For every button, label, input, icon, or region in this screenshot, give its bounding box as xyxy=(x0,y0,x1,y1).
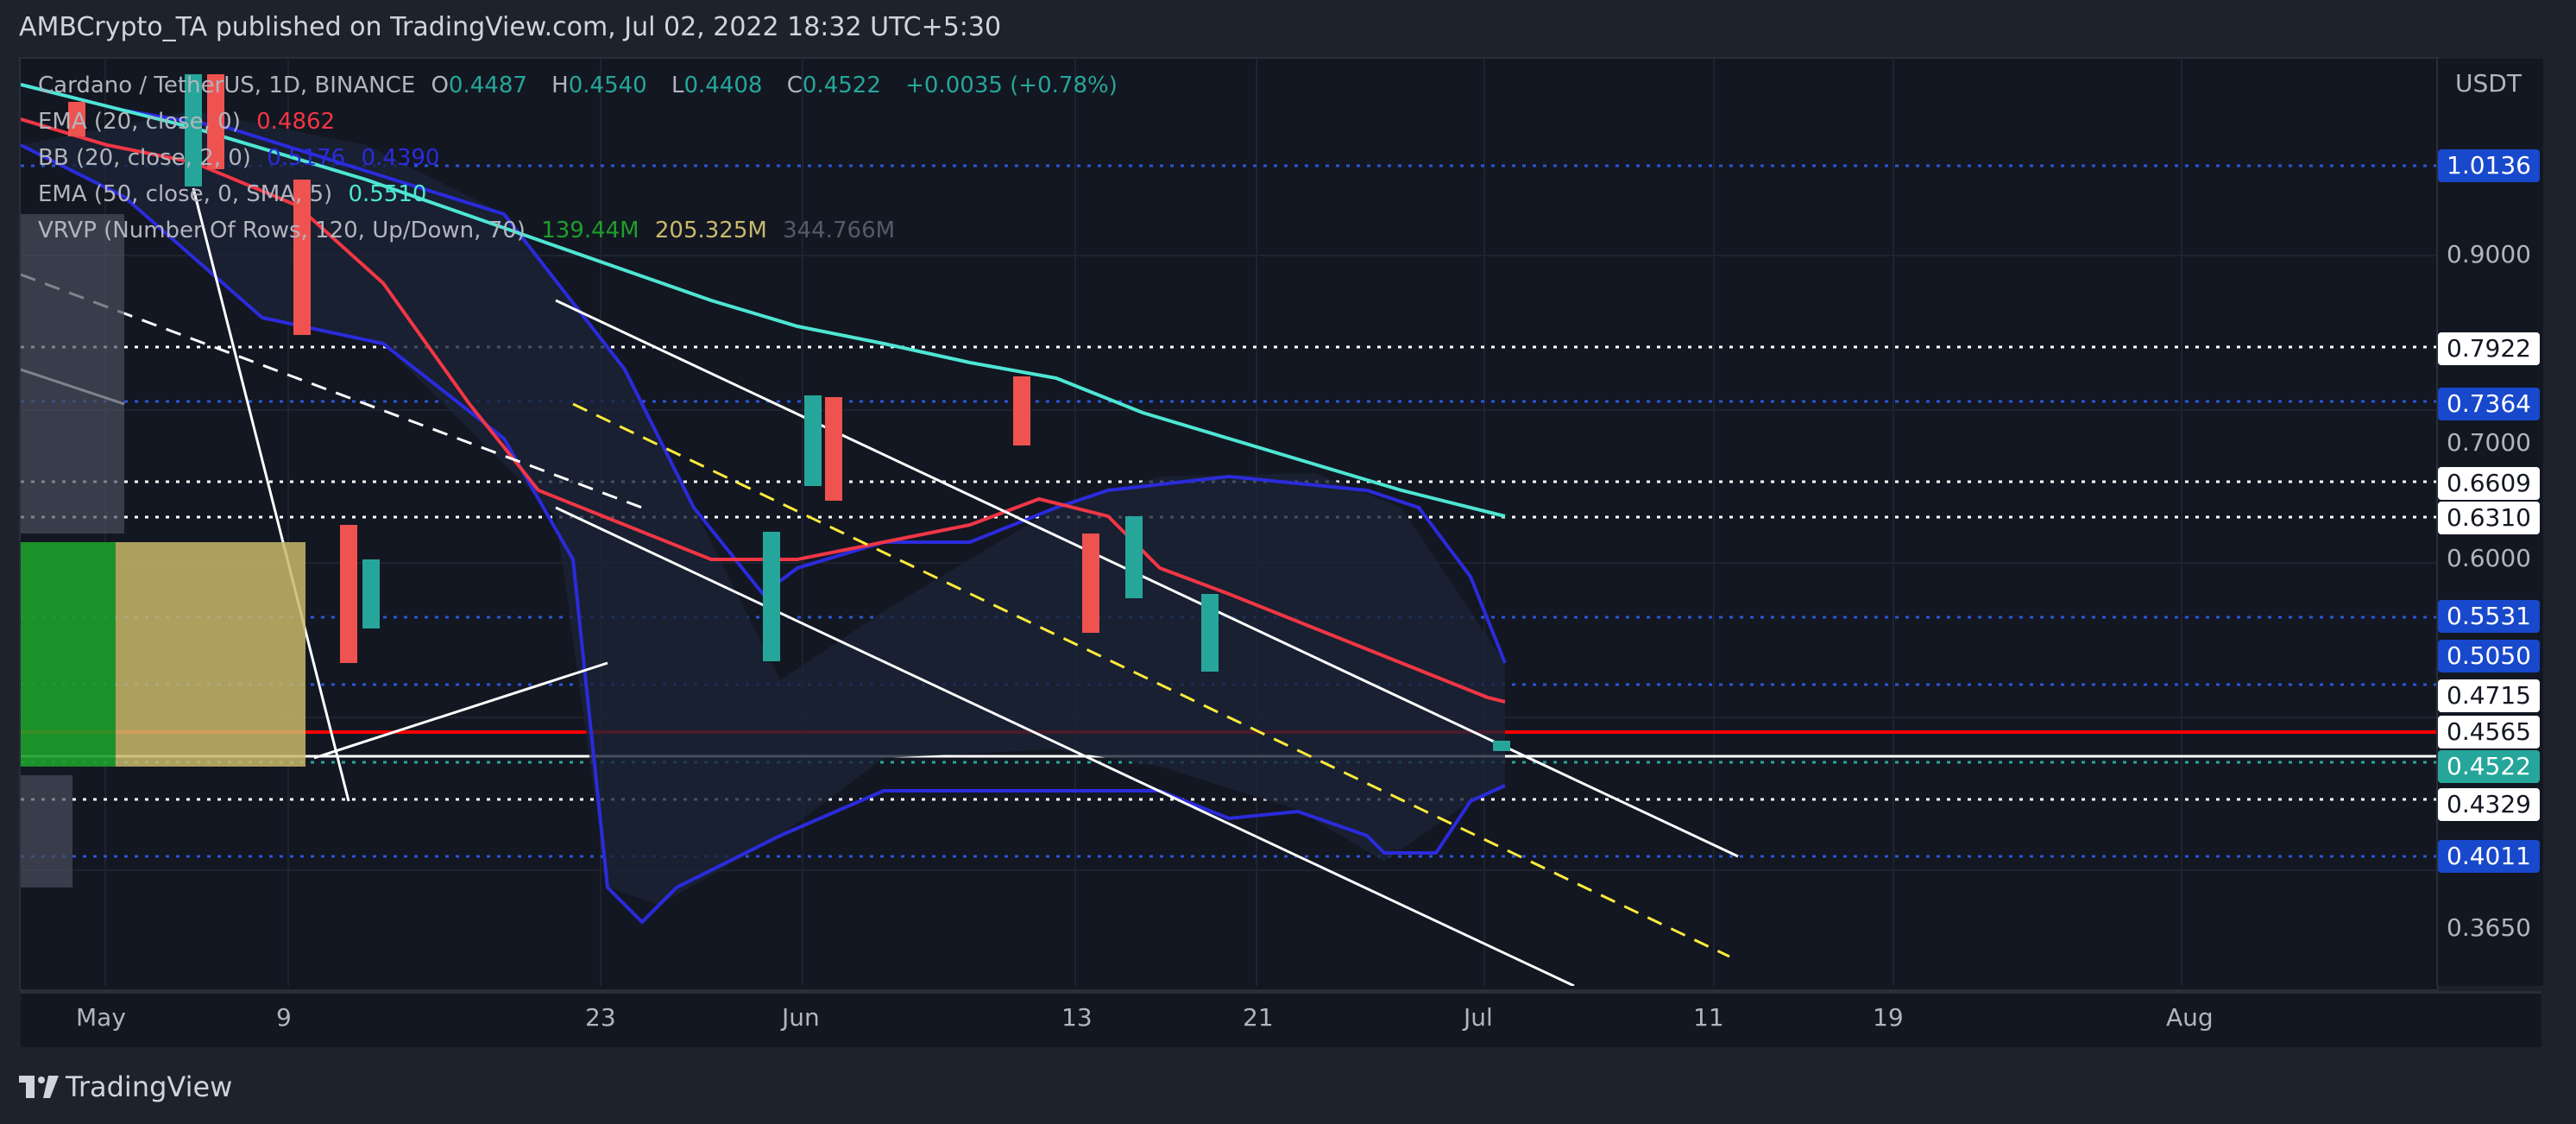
tradingview-logo[interactable]: TradingView xyxy=(19,1070,232,1103)
vrvp-total-value: 344.766M xyxy=(783,218,896,243)
price-tick: 0.6000 xyxy=(2447,544,2531,572)
tradingview-logo-icon xyxy=(19,1076,59,1098)
price-label: 0.6310 xyxy=(2438,502,2540,534)
low-label: L xyxy=(671,73,684,98)
logo-text: TradingView xyxy=(66,1070,233,1103)
low-value: 0.4408 xyxy=(683,73,763,98)
ema20-label: EMA (20, close, 0) xyxy=(38,109,241,135)
vrvp-down-value: 205.325M xyxy=(654,218,767,243)
time-label: Jul xyxy=(1464,1003,1493,1032)
ema50-value: 0.5510 xyxy=(348,181,427,207)
time-label: 9 xyxy=(276,1003,292,1032)
ema50-label: EMA (50, close, 0, SMA, 5) xyxy=(38,181,333,207)
price-label: 0.7364 xyxy=(2438,388,2540,420)
time-label: 21 xyxy=(1243,1003,1274,1032)
publish-header: AMBCrypto_TA published on TradingView.co… xyxy=(19,12,1002,42)
legend-vrvp-row[interactable]: VRVP (Number Of Rows, 120, Up/Down, 70) … xyxy=(38,218,904,243)
vrvp-label: VRVP (Number Of Rows, 120, Up/Down, 70) xyxy=(38,218,526,243)
change-value: +0.0035 (+0.78%) xyxy=(905,73,1118,98)
open-label: O xyxy=(431,73,449,98)
price-tick: 0.7000 xyxy=(2447,428,2531,457)
time-label: Jun xyxy=(782,1003,820,1032)
vrvp-up-value: 139.44M xyxy=(541,218,639,243)
price-label: 0.4011 xyxy=(2438,840,2540,873)
bb-upper-value: 0.5176 xyxy=(267,145,346,171)
time-axis[interactable] xyxy=(21,991,2541,1047)
price-label: 0.4565 xyxy=(2438,716,2540,748)
price-label: 0.4715 xyxy=(2438,679,2540,712)
time-label: 19 xyxy=(1873,1003,1904,1032)
chart-svg xyxy=(21,59,2437,986)
current-price-label: 0.4522 xyxy=(2438,750,2540,783)
legend-ema20-row[interactable]: EMA (20, close, 0) 0.4862 xyxy=(38,109,343,135)
price-label: 0.4329 xyxy=(2438,788,2540,821)
legend-bb-row[interactable]: BB (20, close, 2, 0) 0.5176 0.4390 xyxy=(38,145,448,171)
price-label: 1.0136 xyxy=(2438,149,2540,182)
price-label: 0.5531 xyxy=(2438,600,2540,633)
chart-plot-area[interactable]: Cardano / TetherUS, 1D, BINANCE O0.4487 … xyxy=(21,59,2437,986)
price-tick: 0.9000 xyxy=(2447,240,2531,268)
bb-lower-value: 0.4390 xyxy=(361,145,440,171)
close-value: 0.4522 xyxy=(802,73,881,98)
time-label: 23 xyxy=(585,1003,616,1032)
time-label: May xyxy=(76,1003,126,1032)
open-value: 0.4487 xyxy=(448,73,527,98)
currency-label: USDT xyxy=(2455,69,2522,98)
legend-symbol-row[interactable]: Cardano / TetherUS, 1D, BINANCE O0.4487 … xyxy=(38,73,1126,98)
close-label: C xyxy=(786,73,803,98)
time-label: 13 xyxy=(1061,1003,1093,1032)
price-label: 0.5050 xyxy=(2438,640,2540,673)
time-label: 11 xyxy=(1693,1003,1724,1032)
time-label: Aug xyxy=(2166,1003,2214,1032)
price-label: 0.7922 xyxy=(2438,332,2540,365)
high-value: 0.4540 xyxy=(568,73,647,98)
price-tick: 0.3650 xyxy=(2447,913,2531,942)
price-label: 0.6609 xyxy=(2438,467,2540,500)
ema20-value: 0.4862 xyxy=(256,109,336,135)
legend-ema50-row[interactable]: EMA (50, close, 0, SMA, 5) 0.5510 xyxy=(38,181,435,207)
bb-label: BB (20, close, 2, 0) xyxy=(38,145,251,171)
symbol-label: Cardano / TetherUS, 1D, BINANCE xyxy=(38,73,416,98)
high-label: H xyxy=(551,73,569,98)
